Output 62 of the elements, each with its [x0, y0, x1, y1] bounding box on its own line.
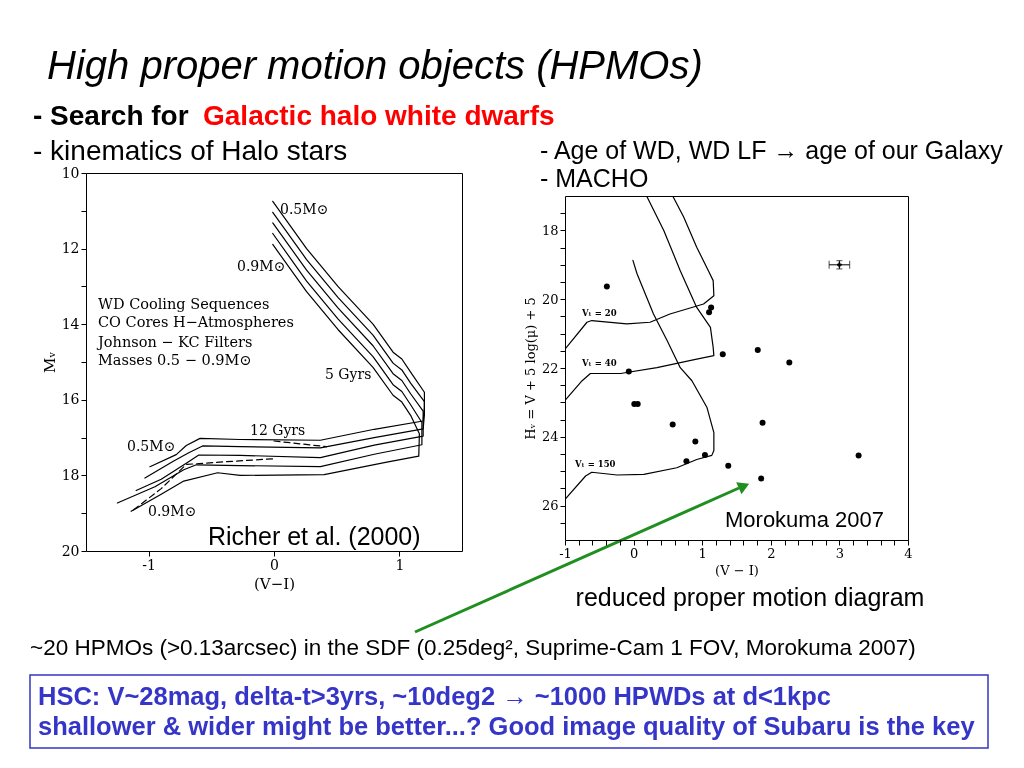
point — [855, 452, 862, 459]
annotation: Masses 0.5 − 0.9M⊙ — [98, 352, 252, 368]
chart-subtitle: - MACHO — [540, 164, 649, 192]
annotation: 0.9M⊙ — [148, 503, 197, 519]
text: reduced proper motion diagram — [575, 583, 925, 611]
y-tick-label: 20 — [541, 291, 559, 307]
annotation: Johnson − KC Filters — [96, 334, 253, 350]
chart-title: - Age of WD, WD LF → age of our Galaxy — [540, 136, 1004, 164]
y-tick-label: 14 — [61, 315, 80, 332]
x-tick-label: -1 — [559, 545, 572, 561]
y-tick-label: 16 — [61, 391, 80, 408]
text: Galactic halo white dwarfs — [203, 100, 555, 131]
y-tick-label: 12 — [61, 240, 80, 257]
annotation: Richer et al. (2000) — [208, 522, 421, 550]
x-tick-label: 1 — [395, 556, 405, 573]
text: - Search for — [33, 100, 189, 131]
point — [759, 419, 766, 426]
y-axis-title: Mᵥ — [40, 351, 59, 373]
y-tick-label: 20 — [61, 542, 80, 559]
x-tick-label: -1 — [142, 556, 156, 573]
annotation: 12 Gyrs — [250, 422, 306, 438]
y-axis-title: Hᵥ = V + 5 log(μ) + 5 — [522, 297, 538, 440]
y-tick-label: 10 — [61, 164, 80, 181]
x-axis-title: (V−I) — [253, 574, 296, 593]
point — [706, 309, 713, 316]
point — [786, 359, 793, 366]
y-tick-label: 26 — [541, 498, 559, 514]
point — [701, 452, 708, 459]
point — [758, 475, 765, 482]
point — [754, 347, 761, 354]
y-tick-label: 18 — [61, 466, 80, 483]
x-axis-title: (V − I) — [715, 562, 759, 578]
y-tick-label: 24 — [541, 429, 559, 445]
text: HSC: V~28mag, delta-t>3yrs, ~10deg2 → ~1000 HPWDs at d<1kpc — [38, 682, 831, 710]
point — [692, 438, 699, 445]
point — [719, 351, 726, 358]
x-tick-label: 0 — [629, 545, 639, 561]
annotation: 0.9M⊙ — [237, 258, 286, 274]
text: High proper motion objects (HPMOs) — [47, 43, 703, 87]
x-tick-label: 0 — [270, 556, 279, 573]
annotation: CO Cores H−Atmospheres — [98, 314, 294, 330]
annotation: WD Cooling Sequences — [98, 296, 270, 312]
x-tick-label: 1 — [698, 545, 707, 561]
annotation: Vₜ = 150 — [574, 459, 616, 469]
annotation: 0.5M⊙ — [280, 201, 329, 217]
point — [725, 462, 732, 469]
annotation: Morokuma 2007 — [725, 507, 884, 532]
annotation: Vₜ = 20 — [581, 308, 617, 318]
chart-title: - kinematics of Halo stars — [33, 135, 348, 166]
y-tick-label: 18 — [541, 222, 559, 238]
annotation: 5 Gyrs — [325, 366, 372, 382]
annotation: Vₜ = 40 — [581, 358, 617, 368]
x-tick-label: 2 — [767, 545, 776, 561]
text: ~20 HPMOs (>0.13arcsec) in the SDF (0.25deg², Suprime-Cam 1 FOV, Morokuma 2007) — [30, 635, 916, 660]
point — [603, 283, 610, 290]
point — [708, 304, 715, 311]
annotation: 0.5M⊙ — [127, 438, 176, 454]
text: shallower & wider might be better...? Good image quality of Subaru is the key — [38, 712, 976, 740]
point — [669, 421, 676, 428]
x-tick-label: 4 — [904, 545, 913, 561]
x-tick-label: 3 — [835, 545, 845, 561]
y-tick-label: 22 — [541, 360, 559, 376]
